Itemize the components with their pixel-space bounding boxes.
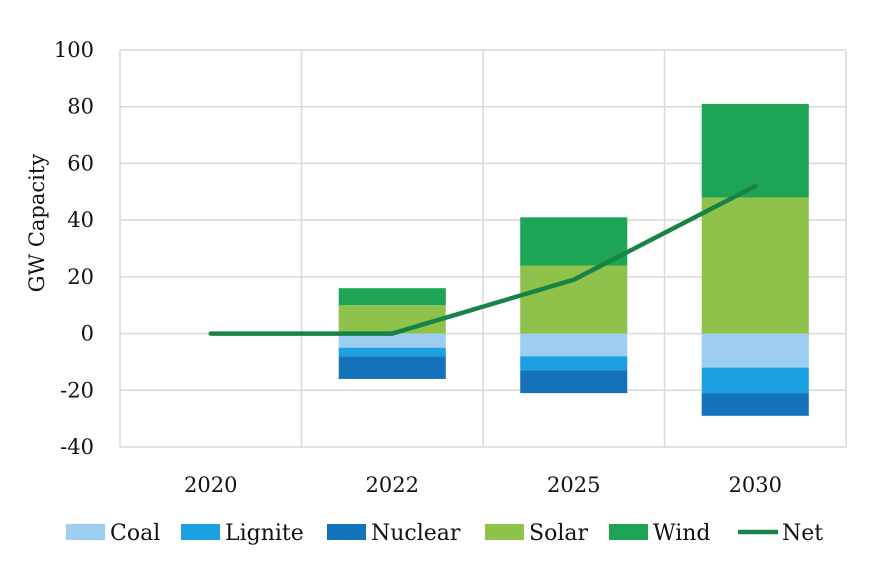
y-axis-label: GW Capacity xyxy=(25,154,49,293)
y-tick-label: 100 xyxy=(54,38,94,62)
bar-lignite-2025 xyxy=(520,356,628,371)
x-tick-label: 2030 xyxy=(729,473,782,497)
legend: Coal Lignite Nuclear Solar Wind Net xyxy=(66,521,823,546)
bar-wind-2025 xyxy=(520,217,628,266)
legend-label-lignite: Lignite xyxy=(225,521,304,546)
bar-solar-2022 xyxy=(338,305,446,334)
bar-coal-2022 xyxy=(338,333,446,348)
bar-nuclear-2030 xyxy=(701,393,809,416)
x-tick-label: 2020 xyxy=(184,473,237,497)
bar-lignite-2022 xyxy=(338,347,446,357)
y-tick-label: -20 xyxy=(60,378,94,402)
bar-wind-2022 xyxy=(338,288,446,306)
legend-label-solar: Solar xyxy=(529,521,588,546)
y-tick-label: 20 xyxy=(67,265,94,289)
line-net xyxy=(208,183,758,336)
bar-nuclear-2025 xyxy=(520,370,628,394)
y-tick-label: 40 xyxy=(67,208,94,232)
bar-lignite-2030 xyxy=(701,367,809,394)
x-tick-labels: 2020 2022 2025 2030 xyxy=(184,473,782,497)
x-tick-label: 2025 xyxy=(547,473,600,497)
legend-label-wind: Wind xyxy=(653,521,711,546)
bar-coal-2025 xyxy=(520,333,628,357)
bar-coal-2030 xyxy=(701,333,809,368)
y-tick-labels: 100 80 60 40 20 0 -20 -40 xyxy=(54,38,94,459)
y-tick-label: 60 xyxy=(67,151,94,175)
bars xyxy=(338,103,809,416)
x-tick-label: 2022 xyxy=(366,473,419,497)
bar-wind-2030 xyxy=(701,103,809,198)
y-tick-label: -40 xyxy=(60,435,94,459)
legend-label-nuclear: Nuclear xyxy=(371,521,461,546)
y-tick-label: 80 xyxy=(67,95,94,119)
legend-label-coal: Coal xyxy=(110,521,160,546)
bar-nuclear-2022 xyxy=(338,356,446,379)
legend-swatch-wind xyxy=(609,524,648,540)
legend-label-net: Net xyxy=(782,521,823,546)
bar-solar-2030 xyxy=(701,197,809,334)
lines xyxy=(208,183,758,336)
legend-swatch-solar xyxy=(485,524,524,540)
legend-swatch-nuclear xyxy=(327,524,366,540)
bar-solar-2025 xyxy=(520,265,628,334)
y-tick-label: 0 xyxy=(81,322,94,346)
legend-swatch-lignite xyxy=(181,524,220,540)
legend-swatch-coal xyxy=(66,524,105,540)
